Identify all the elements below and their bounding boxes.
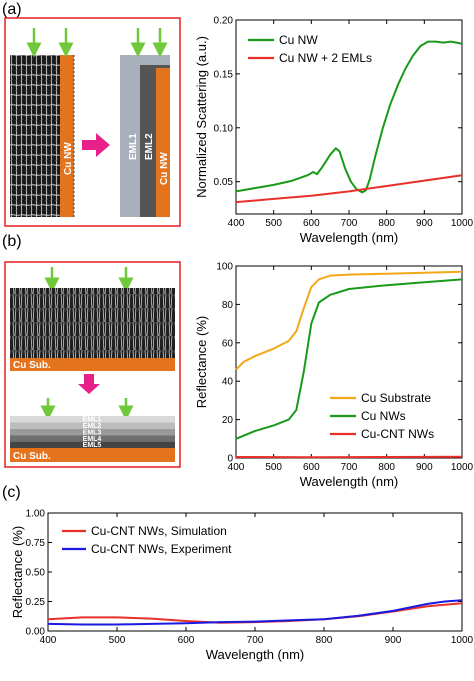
y-tick-label: 0.25 xyxy=(26,597,46,608)
y-axis-title: Normalized Scattering (a.u.) xyxy=(194,36,209,198)
x-tick-label: 800 xyxy=(378,462,395,473)
panel-label-c: (c) xyxy=(2,484,21,501)
panel-label-a: (a) xyxy=(2,1,22,18)
x-tick-label: 600 xyxy=(303,462,320,473)
x-tick-label: 500 xyxy=(265,218,282,229)
eml2-label: EML2 xyxy=(144,133,155,160)
y-tick-label: 0.05 xyxy=(214,177,234,188)
eml1-label: EML1 xyxy=(128,133,139,160)
x-axis-title: Wavelength (nm) xyxy=(300,474,399,489)
y-tick-label: 0.15 xyxy=(214,69,234,80)
eml-layer-label: EML3 xyxy=(83,429,102,436)
legend-entry: Cu NWs xyxy=(361,409,406,423)
cu-nw-label-left: Cu NW xyxy=(63,142,74,175)
y-tick-label: 0.10 xyxy=(214,123,234,134)
x-tick-label: 800 xyxy=(316,635,333,646)
panel-label-b: (b) xyxy=(2,233,22,250)
x-tick-label: 400 xyxy=(228,462,245,473)
right-arrow xyxy=(82,133,110,157)
nanowire-forest-b xyxy=(10,288,175,358)
eml-layer xyxy=(10,416,175,423)
x-tick-label: 600 xyxy=(303,218,320,229)
cu-nw-label-right: Cu NW xyxy=(159,152,170,185)
x-tick-label: 500 xyxy=(109,635,126,646)
eml-layer-label: EML4 xyxy=(83,436,102,443)
series-line xyxy=(47,602,463,624)
copper-substrate-top xyxy=(10,358,175,371)
x-axis-title: Wavelength (nm) xyxy=(206,647,305,662)
series-line xyxy=(235,278,463,440)
copper-slab-a xyxy=(60,55,74,217)
x-axis-title: Wavelength (nm) xyxy=(300,230,399,245)
y-tick-label: 0.50 xyxy=(26,568,46,579)
y-tick-label: 0.20 xyxy=(214,16,234,27)
x-tick-label: 1000 xyxy=(451,218,474,229)
cu-sub-label-top: Cu Sub. xyxy=(13,360,51,371)
x-tick-label: 1000 xyxy=(451,462,474,473)
y-tick-label: 40 xyxy=(222,377,234,388)
y-tick-label: 0.75 xyxy=(26,538,46,549)
x-tick-label: 900 xyxy=(385,635,402,646)
copper-slab-a-right xyxy=(156,68,170,217)
x-tick-label: 400 xyxy=(40,635,57,646)
legend-entry: Cu-CNT NWs xyxy=(361,427,434,441)
x-tick-label: 700 xyxy=(341,218,358,229)
x-tick-label: 500 xyxy=(265,462,282,473)
eml-layer-label: EML1 xyxy=(83,417,102,424)
y-tick-label: 60 xyxy=(222,338,234,349)
series-line xyxy=(235,174,463,204)
eml-layer xyxy=(10,422,175,429)
legend-entry: Cu NW + 2 EMLs xyxy=(279,51,372,65)
cu-sub-label-bottom: Cu Sub. xyxy=(13,451,51,462)
legend-entry: Cu Substrate xyxy=(361,391,431,405)
y-tick-label: 0 xyxy=(227,454,233,465)
y-axis-title: Reflectance (%) xyxy=(194,316,209,408)
series-line xyxy=(235,40,463,194)
eml-layer xyxy=(10,441,175,448)
chart-reflectance-b: 400 500 600 700 800 900 1000 0 20 40 60 80 100 Wavele… xyxy=(194,262,474,490)
eml-layer xyxy=(10,428,175,436)
x-tick-label: 400 xyxy=(228,218,245,229)
chart-reflectance-c: 400 500 600 700 800 900 1000 0.00 0.25 0.50 0.75 1.… xyxy=(10,509,474,663)
legend-entry: Cu-CNT NWs, Experiment xyxy=(91,542,232,556)
x-tick-label: 900 xyxy=(416,462,433,473)
down-arrow-pink xyxy=(78,374,100,394)
x-tick-label: 1000 xyxy=(451,635,474,646)
series-line xyxy=(235,270,463,371)
y-tick-label: 1.00 xyxy=(26,509,46,520)
y-tick-label: 100 xyxy=(216,262,233,273)
x-tick-label: 800 xyxy=(378,218,395,229)
series-line xyxy=(47,599,463,626)
nanowire-image-a xyxy=(10,55,60,217)
y-tick-label: 80 xyxy=(222,300,234,311)
eml-layer-label: EML5 xyxy=(83,442,102,449)
legend-entry: Cu-CNT NWs, Simulation xyxy=(91,524,227,538)
eml-layer xyxy=(10,435,175,442)
copper-substrate-bottom xyxy=(10,448,175,462)
y-tick-label: 0.00 xyxy=(26,627,46,638)
chart-scattering: 400 500 600 700 800 900 1000 0.05 0.10 0.15 0.20 Wa… xyxy=(194,16,474,246)
x-tick-label: 700 xyxy=(247,635,264,646)
schematic-a: Cu NW EML1 EML2 Cu NW xyxy=(4,17,181,227)
legend-entry: Cu NW xyxy=(279,33,318,47)
y-axis-title: Reflectance (%) xyxy=(10,526,25,618)
x-tick-label: 600 xyxy=(178,635,195,646)
x-tick-label: 700 xyxy=(341,462,358,473)
y-tick-label: 20 xyxy=(222,415,234,426)
eml-layer-label: EML2 xyxy=(83,423,102,430)
x-tick-label: 900 xyxy=(416,218,433,229)
